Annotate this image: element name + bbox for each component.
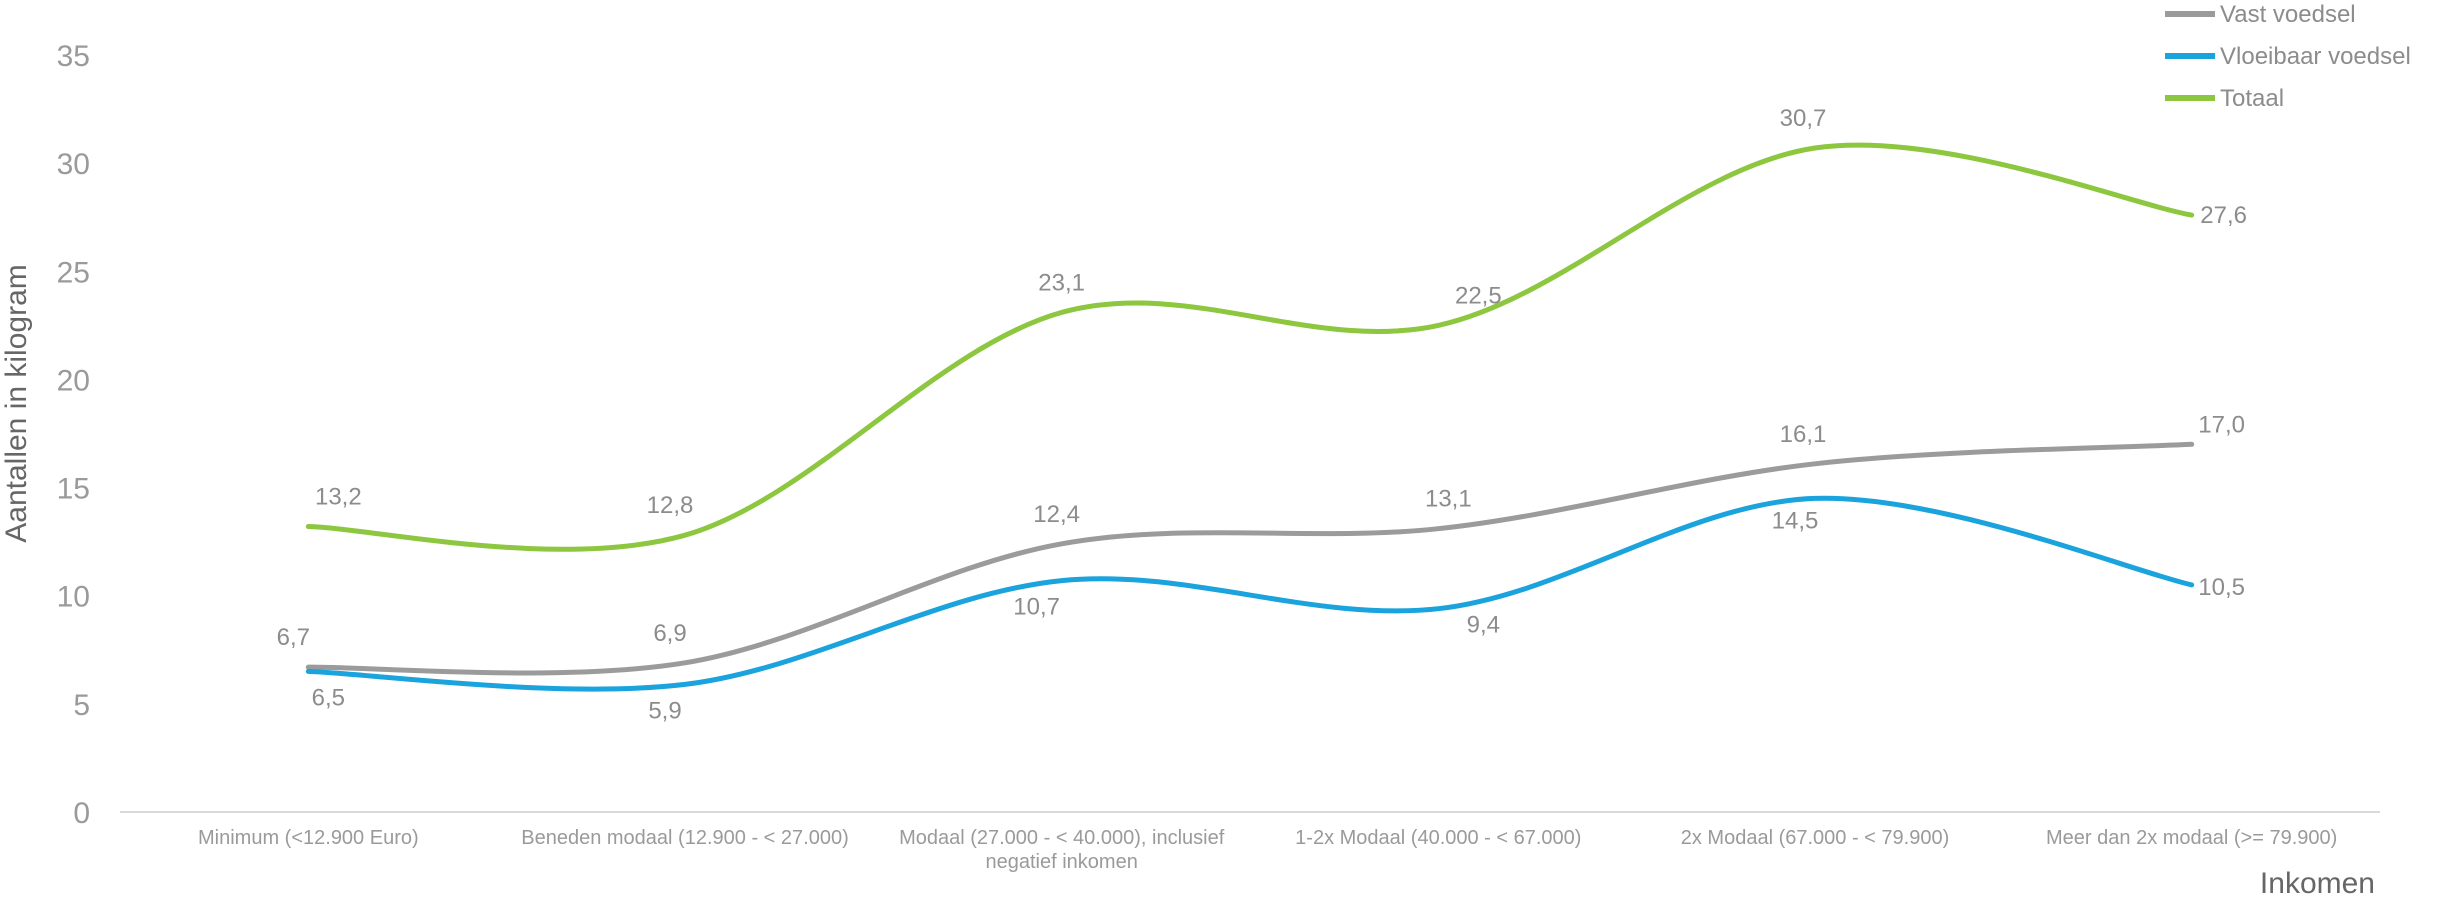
x-tick-label: 2x Modaal (67.000 - < 79.900) [1681,827,1950,849]
data-label: 22,5 [1455,282,1502,309]
y-tick-label: 20 [57,364,90,397]
data-label: 13,1 [1425,486,1472,513]
y-tick-labels: 0 5 10 15 20 25 30 35 [57,40,90,830]
series-line-vloeibaar-voedsel [305,495,2195,692]
x-tick-label: Meer dan 2x modaal (>= 79.900) [2046,827,2337,849]
series-line-vast-voedsel [305,441,2195,676]
legend-label: Vast voedsel [2220,1,2356,28]
legend-label: Totaal [2220,85,2284,112]
data-label: 17,0 [2198,411,2245,438]
data-label: 6,9 [653,620,686,647]
data-label: 14,5 [1772,507,1819,534]
x-tick-labels: Minimum (<12.900 Euro) Beneden modaal (12… [198,827,2337,873]
x-tick-label: 1-2x Modaal (40.000 - < 67.000) [1295,827,1581,849]
data-label: 9,4 [1467,612,1500,639]
y-tick-label: 15 [57,473,90,506]
legend-label: Vloeibaar voedsel [2220,43,2411,70]
y-axis-title: Aantallen in kilogram [0,264,33,542]
data-label: 13,2 [315,484,362,511]
y-tick-label: 0 [73,797,90,830]
data-label: 12,8 [647,492,694,519]
data-label: 30,7 [1780,105,1827,132]
y-tick-label: 30 [57,148,90,181]
data-label: 10,5 [2198,574,2245,601]
x-tick-label: Beneden modaal (12.900 - < 27.000) [521,827,848,849]
data-label: 27,6 [2200,202,2247,229]
data-label: 6,5 [312,684,345,711]
x-tick-label: Modaal (27.000 - < 40.000), inclusief neg… [899,827,1225,873]
x-tick-label: Minimum (<12.900 Euro) [198,827,419,849]
data-labels: 6,7 6,9 12,4 13,1 16,1 17,0 6,5 5,9 10,7 9,4 14,5 1… [277,105,2247,724]
axes: Aantallen in kilogram Inkomen [0,264,2380,900]
data-label: 6,7 [277,624,310,651]
series-lines [305,142,2195,692]
data-label: 10,7 [1013,594,1060,621]
series-line-totaal [305,142,2195,552]
y-tick-label: 25 [57,256,90,289]
y-tick-label: 5 [73,689,90,722]
data-label: 16,1 [1780,421,1827,448]
y-tick-label: 35 [57,40,90,73]
x-axis-title: Inkomen [2260,867,2375,896]
data-label: 5,9 [648,697,681,724]
legend: Vast voedsel Vloeibaar voedsel Totaal [2165,1,2411,112]
data-label: 23,1 [1038,269,1085,296]
y-tick-label: 10 [57,581,90,614]
data-label: 12,4 [1033,501,1080,528]
